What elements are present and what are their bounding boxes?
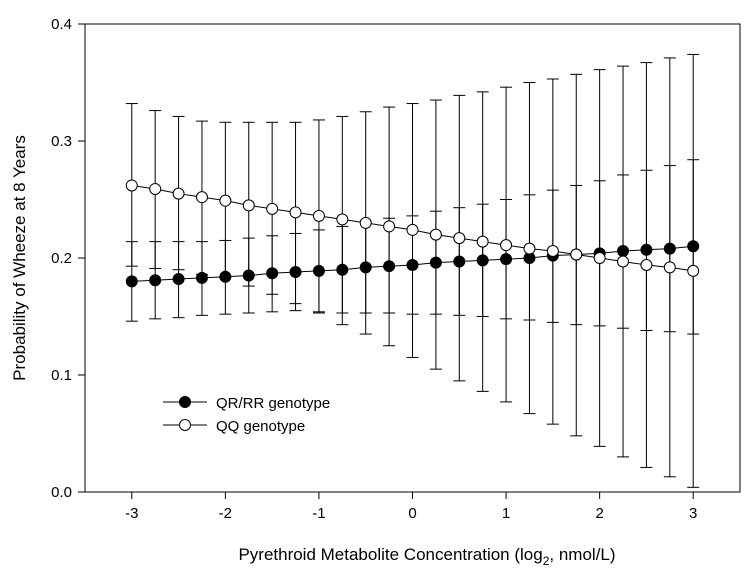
x-tick-label: 1	[502, 505, 510, 522]
y-axis-label: Probability of Wheeze at 8 Years	[10, 135, 29, 381]
data-point-qq	[546, 244, 559, 257]
data-point-qq	[593, 252, 606, 264]
x-tick-label: 2	[595, 505, 603, 522]
data-point-qr-rr	[125, 275, 138, 288]
x-axis: -3 -2 -1 0 1 2 3	[125, 492, 697, 522]
x-tick-label: -3	[125, 505, 138, 522]
legend: QR/RR genotype QQ genotype	[163, 395, 330, 435]
x-axis-label-subscript: 2	[543, 554, 550, 568]
x-tick-label: -2	[219, 505, 232, 522]
data-point-qq	[406, 223, 419, 236]
data-point-qq	[172, 187, 185, 200]
x-axis-label-tail: , nmol/L)	[549, 545, 615, 564]
data-point-qq	[570, 248, 583, 261]
legend-marker-qq	[179, 419, 191, 431]
data-point-qq	[640, 259, 653, 272]
data-point-qr-rr	[476, 254, 489, 267]
data-point-qr-rr	[500, 253, 513, 266]
data-point-qq	[500, 239, 513, 252]
data-point-qq	[383, 220, 396, 233]
data-point-qq	[242, 199, 255, 212]
legend-entry-qr-rr: QR/RR genotype	[163, 395, 330, 412]
data-point-qq	[312, 209, 325, 222]
data-point-qq	[663, 261, 676, 274]
x-tick-label: 3	[689, 505, 697, 522]
data-point-qr-rr	[195, 271, 208, 284]
x-tick-label: 0	[408, 505, 416, 522]
data-point-qq	[617, 255, 630, 268]
data-point-qr-rr	[640, 243, 653, 256]
data-point-qr-rr	[336, 263, 349, 276]
data-point-qr-rr	[406, 259, 419, 272]
data-point-qr-rr	[312, 264, 325, 277]
data-point-qr-rr	[149, 274, 162, 287]
data-point-qr-rr	[219, 270, 232, 283]
legend-label-qr-rr: QR/RR genotype	[216, 395, 330, 412]
data-point-qr-rr	[429, 256, 442, 269]
data-point-qq	[476, 235, 489, 248]
series-markers	[125, 179, 700, 288]
legend-entry-qq: QQ genotype	[163, 418, 305, 435]
x-axis-label-main: Pyrethroid Metabolite Concentration (log	[238, 545, 542, 564]
data-point-qr-rr	[289, 266, 302, 279]
y-axis: 0.0 0.1 0.2 0.3 0.4	[51, 16, 85, 501]
data-point-qr-rr	[266, 267, 279, 280]
data-point-qq	[289, 206, 302, 219]
legend-marker-qr-rr	[179, 396, 191, 408]
data-point-qq	[195, 191, 208, 204]
data-point-qq	[266, 202, 279, 215]
x-axis-label: Pyrethroid Metabolite Concentration (log…	[238, 545, 615, 568]
data-point-qr-rr	[663, 242, 676, 255]
data-point-qq	[453, 232, 466, 245]
y-tick-label: 0.4	[51, 16, 72, 33]
data-point-qr-rr	[383, 260, 396, 273]
y-tick-label: 0.3	[51, 133, 72, 150]
data-point-qr-rr	[687, 240, 700, 253]
data-point-qq	[149, 182, 162, 195]
y-tick-label: 0.2	[51, 250, 72, 267]
x-tick-label: -1	[312, 505, 325, 522]
legend-label-qq: QQ genotype	[216, 418, 305, 435]
data-point-qq	[523, 242, 536, 255]
data-point-qr-rr	[242, 269, 255, 282]
data-point-qr-rr	[172, 273, 185, 286]
data-point-qq	[359, 216, 372, 229]
data-point-qr-rr	[453, 255, 466, 268]
data-point-qr-rr	[617, 244, 630, 257]
y-tick-label: 0.0	[51, 484, 72, 501]
data-point-qq	[687, 264, 700, 277]
data-point-qq	[336, 213, 349, 226]
y-tick-label: 0.1	[51, 367, 72, 384]
data-point-qq	[429, 228, 442, 241]
data-point-qq	[219, 194, 232, 207]
data-point-qr-rr	[359, 261, 372, 274]
data-point-qq	[125, 179, 138, 192]
